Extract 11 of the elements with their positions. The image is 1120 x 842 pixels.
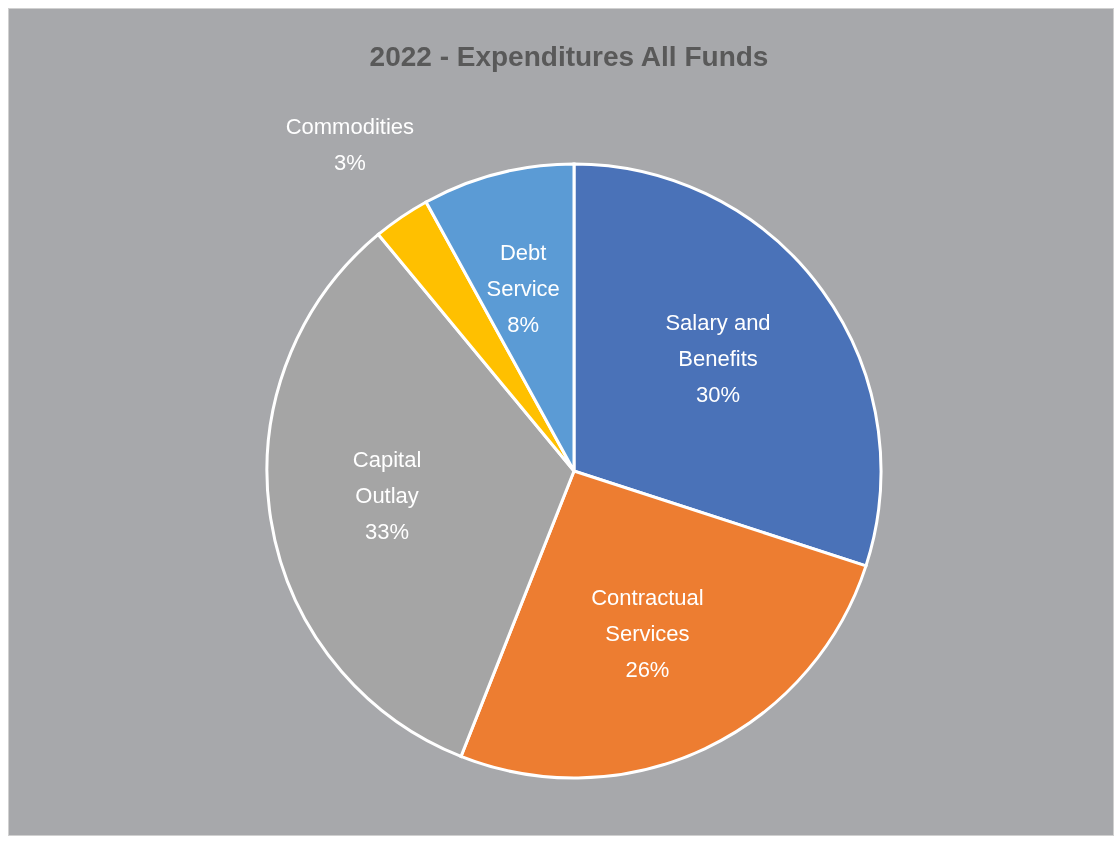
data-label: 8% [507,311,540,337]
data-label: 33% [365,518,410,544]
data-label: 3% [333,149,366,175]
slice-label: Contractual Services [591,584,704,646]
data-label: 26% [625,656,670,682]
slice-label: Commodities [285,113,415,139]
slice-label: Debt Service [486,239,560,301]
slice-label: Capital Outlay [352,446,422,508]
data-label: 30% [696,381,741,407]
slice-label: Salary and Benefits [665,309,771,371]
chart-title: 2022 - Expenditures All Funds [369,40,769,72]
